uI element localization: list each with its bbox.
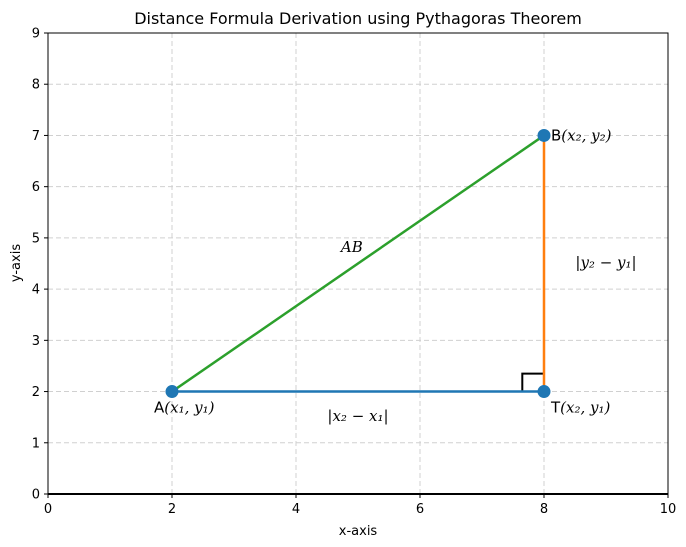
y-tick-label: 3 — [32, 334, 40, 349]
y-tick-label: 2 — [32, 385, 40, 400]
point-B — [537, 128, 551, 142]
x-tick-label: 4 — [292, 502, 300, 517]
y-tick-label: 1 — [32, 436, 40, 451]
segment-hypotenuse — [171, 134, 545, 393]
y-axis-label: y-axis — [9, 244, 24, 282]
plot-frame — [47, 32, 669, 495]
y-tick-label: 8 — [32, 78, 40, 93]
point-label-B: B(x₂, y₂) — [551, 126, 612, 144]
point-A — [165, 385, 179, 399]
segment-label-vertical: |y₂ − y₁| — [575, 254, 636, 272]
axis-ticks: 0 2 4 6 8 10 0 1 2 3 4 5 6 7 8 9 — [32, 27, 677, 518]
x-tick-label: 6 — [416, 502, 424, 517]
point-label-A: A(x₁, y₁) — [154, 399, 215, 417]
y-tick-label: 0 — [32, 488, 40, 503]
y-tick-label: 5 — [32, 231, 40, 246]
point-label-T: T(x₂, y₁) — [550, 399, 611, 417]
y-tick-label: 9 — [32, 27, 40, 42]
segment-label-hypotenuse: AB — [339, 238, 363, 256]
point-T — [537, 385, 551, 399]
chart-title: Distance Formula Derivation using Pythag… — [134, 9, 582, 28]
y-tick-label: 4 — [32, 283, 40, 298]
x-tick-label: 0 — [44, 502, 52, 517]
right-angle-marker — [521, 372, 544, 392]
x-tick-label: 10 — [660, 502, 677, 517]
y-tick-label: 7 — [32, 129, 40, 144]
y-tick-label: 6 — [32, 180, 40, 195]
chart-marks: |x₂ − x₁| |y₂ − y₁| AB A(x₁, y₁) B(x₂, y₂) T(… — [48, 126, 668, 495]
x-tick-label: 8 — [540, 502, 548, 517]
x-axis-label: x-axis — [339, 524, 378, 539]
segment-label-horizontal: |x₂ − x₁| — [327, 407, 388, 425]
x-tick-label: 2 — [168, 502, 176, 517]
